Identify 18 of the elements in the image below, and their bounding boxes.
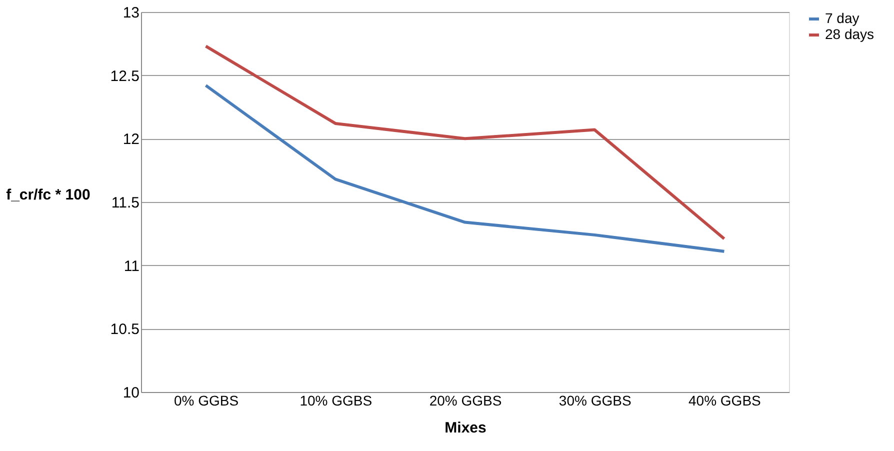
y-tick-label: 13 [122,4,140,22]
x-tick-label: 10% GGBS [300,392,372,408]
y-tick-label: 12.5 [110,68,140,85]
legend-label: 28 days [825,26,874,42]
x-tick-label: 30% GGBS [558,392,632,408]
legend-label: 7 day [825,10,860,26]
x-axis-title: Mixes [444,420,486,436]
y-tick-label: 11 [124,258,140,275]
x-tick-label: 40% GGBS [688,392,761,408]
line-series [204,44,726,240]
y-tick-label: 11.5 [111,194,140,212]
y-tick-label: 12 [122,131,140,148]
y-tick-label: 10.5 [110,321,140,338]
x-tick-label: 20% GGBS [429,392,502,408]
y-tick-label: 10 [122,384,140,402]
y-axis-title: f_cr/fc * 100 [6,186,90,204]
x-tick-label: 0% GGBS [174,392,239,408]
line-series [204,84,726,253]
